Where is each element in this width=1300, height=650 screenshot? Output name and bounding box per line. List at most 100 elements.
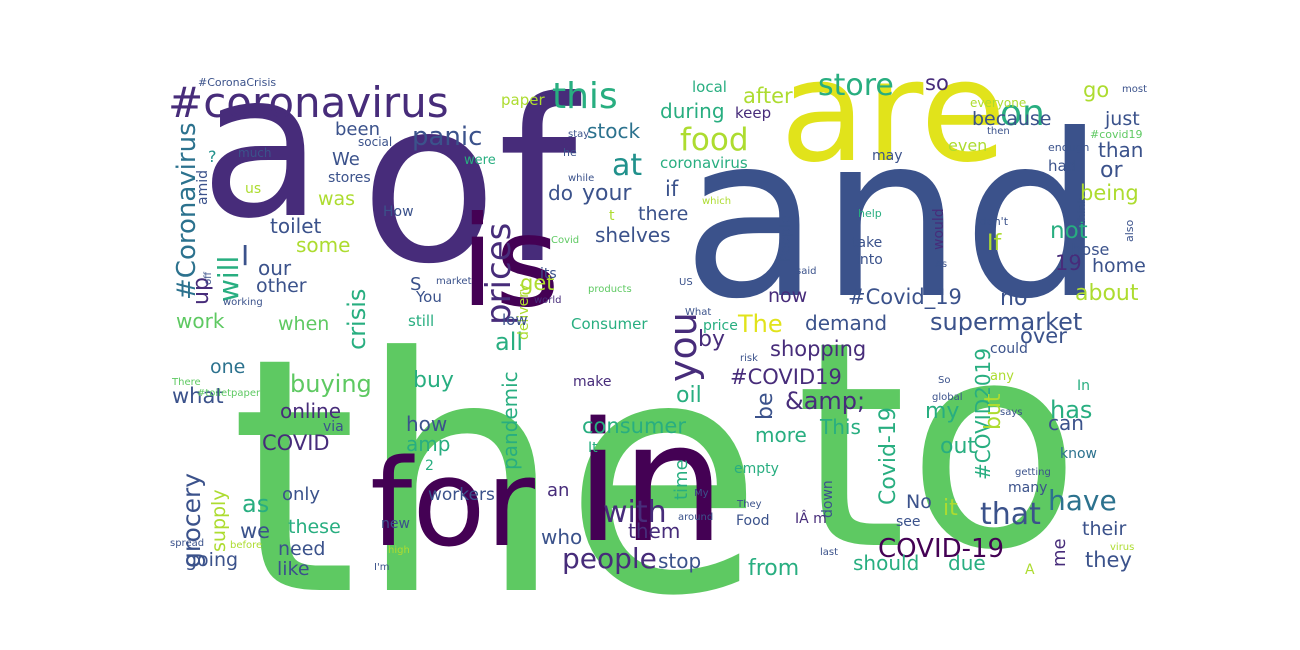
word-if: if (665, 177, 679, 201)
word-going: going (185, 549, 238, 571)
word-enough: enough (1048, 141, 1089, 154)
word-go: go (1083, 78, 1109, 102)
word-those: those (1065, 240, 1109, 259)
word-workers: workers (428, 485, 495, 505)
word-our: our (258, 256, 292, 280)
word-supply: supply (208, 489, 230, 552)
word-covid19: #covid19 (1090, 128, 1143, 141)
word-up: up (189, 277, 214, 305)
word-has: has (1050, 396, 1092, 424)
word-still: still (408, 312, 434, 330)
word-covid2019: #COVID2019 (971, 348, 995, 480)
word-my: my (925, 399, 959, 424)
word-buying: buying (290, 370, 372, 398)
word-there: there (638, 203, 688, 225)
word-any: any (990, 369, 1014, 384)
word-one: one (210, 356, 245, 378)
word-if: If (987, 231, 1002, 256)
word-don-t: don't (980, 215, 1009, 228)
word-much: much (238, 146, 272, 160)
word-buy: buy (413, 368, 454, 393)
word-people: people (562, 542, 657, 575)
word-think: think (1075, 197, 1088, 225)
word-how: How (383, 204, 414, 220)
word-them: them (628, 519, 680, 543)
word-toiletpaper: #toiletpaper (197, 388, 261, 399)
word-being: being (1080, 181, 1139, 205)
word-world: world (534, 295, 562, 306)
word-of: of (360, 52, 582, 314)
word-to: to (795, 281, 1081, 613)
word-may: may (872, 148, 903, 164)
word-toilet: toilet (270, 214, 321, 238)
word-products: products (588, 284, 632, 295)
word-other: other (256, 275, 307, 297)
word-2: 2 (425, 458, 434, 474)
word-covid: COVID (262, 431, 330, 455)
word-is: is (460, 190, 560, 335)
word-us: US (679, 277, 693, 288)
word-also: also (1123, 219, 1136, 242)
word-off: off (203, 271, 214, 285)
word-or: or (1100, 158, 1123, 183)
word-market: market (436, 276, 472, 287)
word-no: no (1000, 286, 1027, 311)
word-are: are (780, 31, 1006, 194)
word-consumer: consumer (582, 414, 686, 438)
word-delivery: delivery (516, 284, 532, 340)
word-said: said (796, 266, 816, 277)
word-see: see (896, 514, 921, 530)
word-social: social (358, 135, 392, 149)
word-supermarket: supermarket (930, 308, 1082, 336)
word-now: now (768, 285, 807, 307)
word-s: S (410, 274, 421, 295)
word-a: A (1025, 562, 1035, 578)
word-working: working (223, 297, 263, 308)
word-virus: virus (1110, 542, 1134, 553)
word-take: take (852, 235, 882, 251)
word-most: most (1122, 84, 1147, 95)
word-pandemic: pandemic (498, 371, 522, 470)
word-out: out (940, 434, 976, 459)
word-home: home (1092, 255, 1146, 277)
word-just: just (1104, 108, 1140, 130)
word-demand: demand (805, 311, 887, 335)
word-in: In (1077, 378, 1090, 394)
word-shopping: shopping (770, 337, 866, 361)
word-via: via (323, 419, 344, 435)
word-we: we (240, 519, 270, 543)
word-paper: paper (501, 91, 545, 109)
word-will: will (212, 256, 245, 302)
word-covid-19: #Covid_19 (848, 285, 962, 310)
word-i-m: I'm (374, 562, 389, 573)
word-as: as (242, 490, 269, 518)
word-while: while (568, 173, 594, 184)
word-during: during (660, 99, 725, 123)
word-time: time (671, 459, 692, 500)
word-your: your (582, 181, 632, 206)
word-after: after (743, 84, 793, 108)
word-empty: empty (734, 461, 779, 477)
word-stock: stock (587, 119, 640, 143)
word-had: had (1048, 157, 1076, 175)
word-the: The (737, 310, 783, 338)
word-getting: getting (1015, 467, 1051, 478)
word-all: all (495, 328, 523, 356)
word-he: he (563, 146, 577, 159)
word-been: been (335, 119, 380, 140)
word-no: No (906, 491, 932, 513)
word-oil: oil (676, 383, 702, 408)
word-around: around (678, 512, 713, 523)
word-so: so (925, 71, 949, 95)
word-than: than (1098, 138, 1143, 162)
word-coronavirus: #Coronavirus (172, 122, 202, 300)
word-on: on (1000, 93, 1045, 134)
word-panic: panic (412, 122, 482, 152)
word-would: would (931, 208, 947, 250)
word-says: says (1000, 407, 1022, 418)
word-from: from (748, 556, 799, 581)
word-amp: &amp; (785, 387, 865, 415)
word-online: online (280, 399, 341, 423)
word-in: in (575, 387, 725, 579)
